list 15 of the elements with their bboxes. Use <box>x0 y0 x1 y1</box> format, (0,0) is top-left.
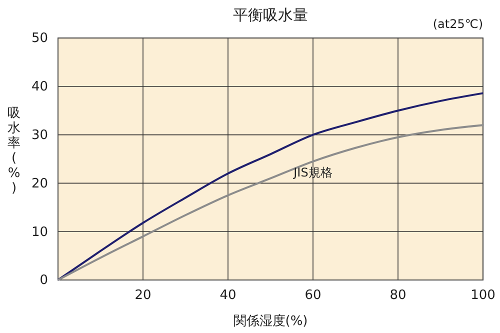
y-axis-title: 吸水率(%) <box>8 106 20 196</box>
x-axis-title: 関係湿度(%) <box>233 313 308 329</box>
y-tick-label: 10 <box>31 224 48 240</box>
x-tick-label: 100 <box>470 288 496 304</box>
y-tick-label: 30 <box>31 128 48 143</box>
y-tick-label: 0 <box>40 273 48 288</box>
y-tick-label: 20 <box>31 176 48 192</box>
chart-title: 平衡吸水量 <box>233 6 308 24</box>
x-tick-label: 40 <box>220 288 236 304</box>
y-tick-label: 50 <box>31 31 48 46</box>
chart-subtitle: (at25℃) <box>432 17 483 31</box>
x-tick-label: 80 <box>390 288 406 304</box>
y-tick-label: 40 <box>31 80 48 95</box>
x-tick-label: 60 <box>304 288 322 304</box>
x-tick-label: 20 <box>134 288 152 304</box>
